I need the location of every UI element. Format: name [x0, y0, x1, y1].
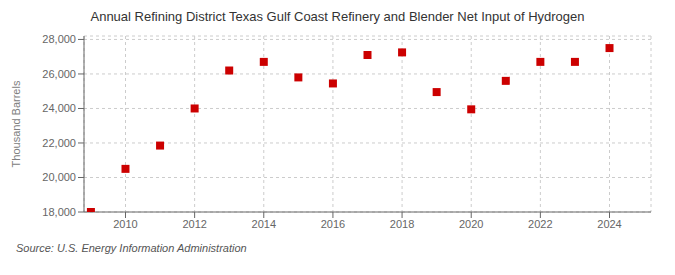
svg-text:2016: 2016 — [321, 218, 345, 230]
svg-text:20,000: 20,000 — [42, 171, 76, 183]
svg-text:2022: 2022 — [528, 218, 552, 230]
svg-text:2010: 2010 — [113, 218, 137, 230]
svg-text:2012: 2012 — [182, 218, 206, 230]
svg-text:2014: 2014 — [252, 218, 276, 230]
svg-text:2024: 2024 — [597, 218, 621, 230]
svg-text:18,000: 18,000 — [42, 206, 76, 218]
svg-text:26,000: 26,000 — [42, 68, 76, 80]
html-text:Source: U.S. Energy Informatio: Source: U.S. Energy Information Administ… — [16, 242, 247, 254]
svg-text:2018: 2018 — [390, 218, 414, 230]
svg-text:24,000: 24,000 — [42, 102, 76, 114]
svg-text:22,000: 22,000 — [42, 137, 76, 149]
svg-text:2020: 2020 — [459, 218, 483, 230]
html-text:Annual Refining District Texas: Annual Refining District Texas Gulf Coas… — [90, 9, 585, 24]
svg-text:Thousand Barrels: Thousand Barrels — [10, 80, 22, 167]
svg-text:28,000: 28,000 — [42, 33, 76, 45]
